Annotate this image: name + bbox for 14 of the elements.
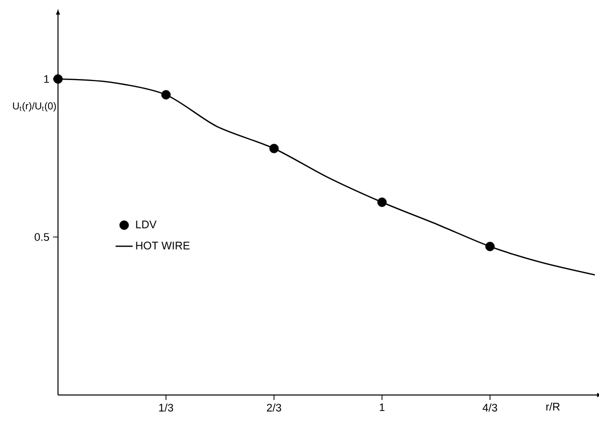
legend-label: HOT WIRE	[136, 242, 190, 250]
x-tick-label: 4/3	[482, 404, 498, 412]
point	[485, 242, 495, 252]
point	[269, 144, 279, 154]
x-axis-title: r/R	[546, 402, 560, 411]
point	[53, 74, 63, 84]
point	[161, 90, 171, 100]
x-tick-label: 2/3	[266, 404, 282, 412]
y-axis-title: U$_{t}$(r)/U$_{t}$(0)	[13, 102, 56, 112]
x-tick-label: 1	[380, 404, 385, 412]
point	[377, 198, 387, 207]
y-tick-label: 0.5	[34, 233, 50, 241]
x-tick-label: 1/3	[159, 404, 174, 412]
legend-label: LDV	[136, 220, 157, 228]
